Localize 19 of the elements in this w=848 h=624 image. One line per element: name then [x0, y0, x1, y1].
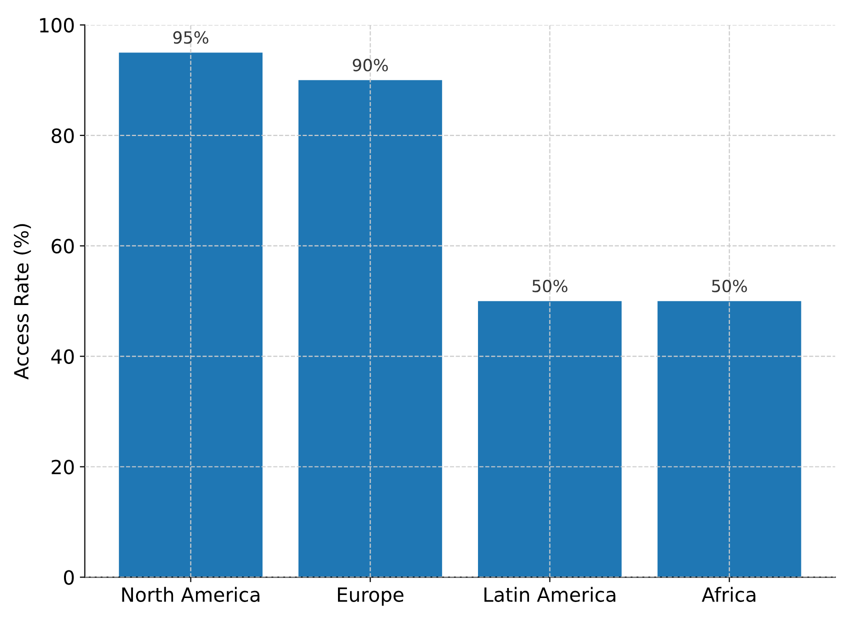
bar: [478, 301, 622, 578]
x-tick-label: Europe: [338, 588, 404, 606]
data-label: 50%: [712, 280, 747, 292]
x-tick-label: North America: [122, 586, 260, 602]
data-label: 50%: [532, 280, 568, 292]
bar: [118, 52, 263, 578]
y-tick-label: 20: [52, 460, 74, 474]
x-tick-label: Africa: [702, 586, 756, 602]
y-axis-title: Access Rate (%): [14, 224, 31, 380]
x-tick-label: Latin America: [484, 586, 616, 602]
y-tick-label: 60: [52, 238, 74, 254]
bar: [658, 301, 802, 578]
bar: [298, 80, 442, 578]
y-tick-label: 0: [64, 570, 74, 585]
y-tick-label: 100: [40, 18, 74, 33]
data-label: 95%: [173, 31, 208, 44]
data-label: 90%: [352, 58, 388, 72]
y-tick-label: 40: [51, 349, 74, 364]
y-tick-label: 80: [52, 128, 74, 144]
